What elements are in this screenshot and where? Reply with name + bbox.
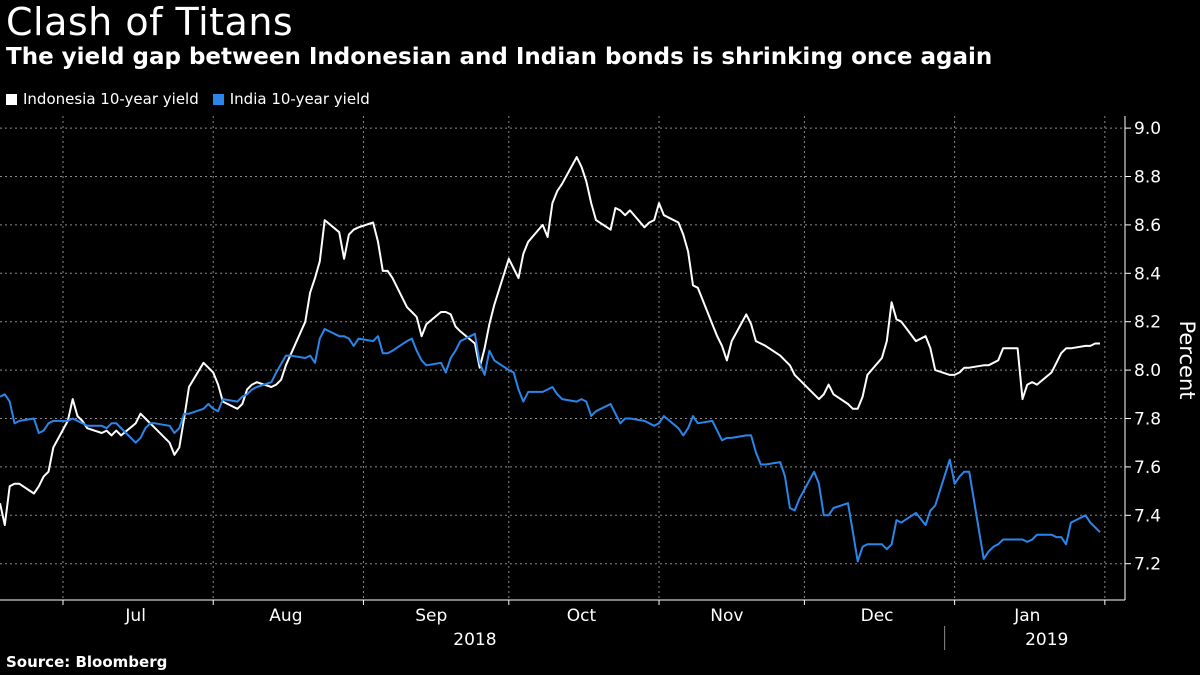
y-tick-label: 8.8: [1134, 168, 1161, 188]
x-tick-label: Sep: [415, 606, 447, 626]
x-tick-label: Aug: [269, 606, 302, 626]
legend-swatch-india: [212, 93, 224, 105]
y-tick-label: 8.4: [1134, 264, 1161, 284]
y-tick-label: 8.2: [1134, 313, 1161, 333]
series-line-indonesia: [0, 156, 1100, 526]
y-tick-label: 9.0: [1134, 119, 1161, 139]
y-tick-label: 7.2: [1134, 555, 1161, 575]
series-lines: [0, 156, 1101, 563]
x-year-label: 2018: [453, 630, 496, 650]
chart-subtitle: The yield gap between Indonesian and Ind…: [6, 44, 993, 70]
x-tick-label: Nov: [710, 606, 743, 626]
axes: [0, 116, 1131, 650]
y-tick-label: 7.8: [1134, 410, 1161, 430]
x-tick-label: Dec: [861, 606, 894, 626]
tick-labels: 7.2 7.4 7.6 7.8 8.0 8.2 8.4 8.6 8.8 9.0 Jul Aug Sep O…: [124, 119, 1161, 650]
legend-swatch-indonesia: [6, 93, 17, 105]
x-tick-label: Jan: [1013, 606, 1040, 626]
chart-title: Clash of Titans: [6, 0, 294, 44]
legend-item-indonesia[interactable]: Indonesia 10-year yield: [6, 90, 199, 108]
legend-item-india[interactable]: India 10-year yield: [212, 90, 370, 108]
legend: Indonesia 10-year yield India 10-year yi…: [6, 90, 370, 108]
y-axis-label: Percent: [1175, 320, 1199, 399]
y-tick-label: 7.4: [1134, 506, 1161, 526]
y-tick-label: 8.6: [1134, 216, 1161, 236]
y-tick-label: 7.6: [1134, 458, 1161, 478]
y-tick-label: 8.0: [1134, 361, 1161, 381]
legend-label-india: India 10-year yield: [229, 90, 370, 108]
x-tick-label: Jul: [124, 606, 146, 626]
source-note: Source: Bloomberg: [6, 653, 168, 671]
grid-lines: [0, 116, 1125, 600]
x-tick-label: Oct: [567, 606, 597, 626]
x-year-label: 2019: [1025, 630, 1068, 650]
series-line-india: [0, 328, 1101, 563]
legend-label-indonesia: Indonesia 10-year yield: [23, 90, 199, 108]
